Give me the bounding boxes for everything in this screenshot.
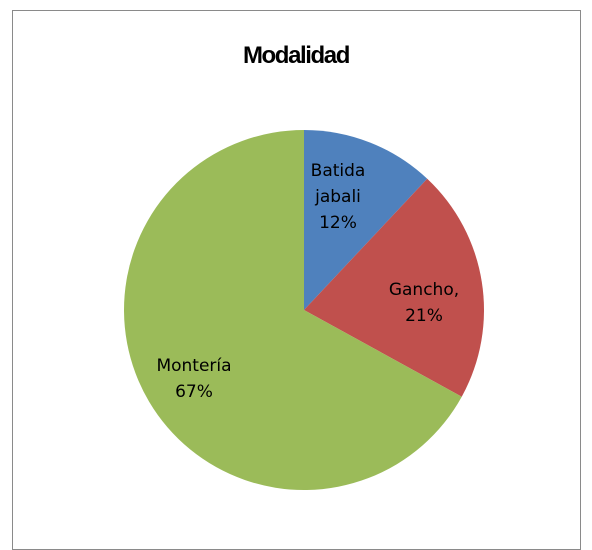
slice-label-0: Batida jabali 12% [311, 161, 366, 233]
slice-label-2: Montería 67% [156, 356, 231, 402]
slice-label-1: Gancho, 21% [389, 280, 459, 326]
pie-slice-0 [304, 130, 428, 310]
pie-slice-2 [124, 130, 462, 490]
pie-slice-1 [304, 178, 485, 397]
chart-title: Modalidad [242, 42, 350, 69]
